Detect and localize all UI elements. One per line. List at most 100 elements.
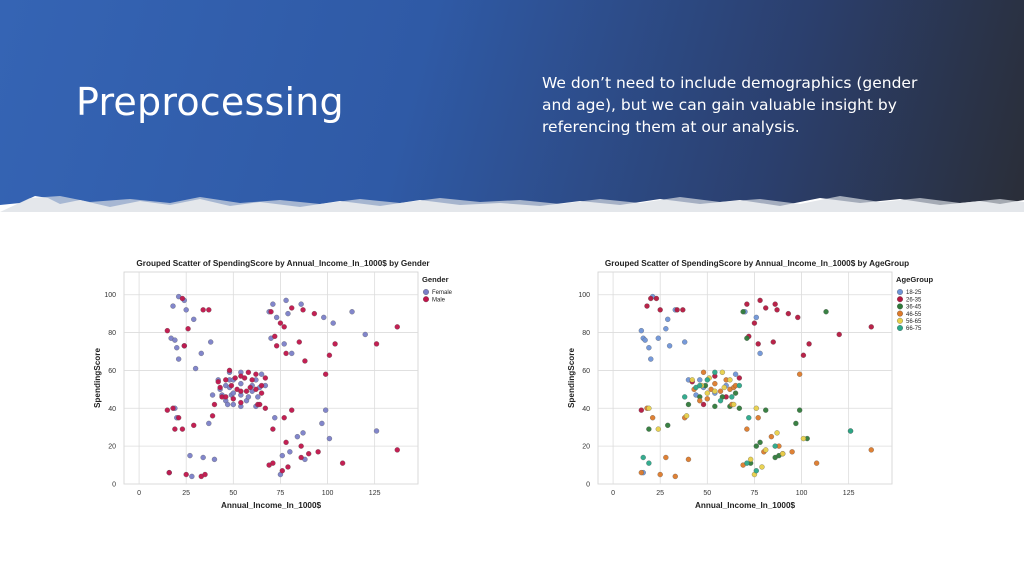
data-point	[281, 415, 287, 421]
data-point	[217, 384, 223, 391]
x-tick-label: 0	[611, 490, 615, 497]
data-point	[272, 333, 278, 340]
data-point	[238, 388, 244, 394]
data-point	[719, 369, 726, 375]
data-point	[772, 443, 778, 449]
legend-title: AgeGroup	[896, 275, 933, 284]
data-point	[740, 309, 746, 315]
x-axis-label: Annual_Income_In_1000$	[221, 501, 322, 510]
y-tick-label: 20	[582, 444, 590, 451]
data-point	[279, 468, 285, 474]
data-point	[349, 309, 355, 315]
data-point	[717, 398, 724, 404]
legend-marker	[897, 317, 903, 324]
data-point	[674, 307, 680, 313]
data-point	[319, 420, 325, 427]
data-point	[697, 382, 703, 389]
legend-label: 18-25	[906, 290, 922, 296]
data-point	[721, 384, 727, 391]
data-point	[211, 401, 218, 408]
data-point	[744, 460, 750, 466]
data-point	[174, 345, 180, 351]
data-point	[648, 295, 654, 302]
data-point	[323, 371, 329, 377]
data-point	[262, 375, 268, 381]
data-point	[727, 377, 733, 383]
data-point	[736, 382, 742, 389]
data-point	[268, 309, 274, 315]
data-point	[230, 401, 236, 408]
data-point	[289, 407, 295, 413]
data-point	[164, 328, 170, 334]
data-point	[223, 377, 229, 383]
data-point	[697, 377, 703, 383]
data-point	[294, 434, 301, 440]
data-point	[712, 381, 718, 387]
data-point	[257, 401, 263, 408]
data-point	[326, 352, 333, 358]
x-tick-label: 25	[182, 490, 190, 497]
data-point	[712, 369, 718, 375]
slide-title: Preprocessing	[76, 80, 344, 124]
data-point	[283, 439, 289, 446]
data-point	[689, 377, 695, 383]
data-point	[682, 394, 688, 400]
legend-label: 56-65	[906, 319, 922, 325]
data-point	[179, 295, 186, 302]
data-point	[189, 473, 195, 480]
data-point	[744, 335, 750, 341]
data-point	[806, 341, 812, 347]
data-point	[225, 401, 231, 408]
data-point	[296, 339, 302, 345]
data-point	[281, 324, 287, 330]
data-point	[223, 394, 229, 400]
data-point	[258, 371, 265, 377]
data-point	[763, 447, 769, 453]
data-point	[746, 415, 752, 421]
data-point	[793, 420, 799, 427]
data-point	[247, 384, 253, 391]
y-tick-label: 100	[104, 292, 116, 299]
data-point	[262, 405, 268, 411]
y-tick-label: 60	[582, 368, 590, 375]
data-point	[279, 452, 285, 459]
data-point	[685, 456, 692, 463]
data-point	[243, 388, 250, 394]
data-point	[646, 460, 652, 466]
data-point	[172, 426, 178, 432]
data-point	[238, 381, 244, 387]
data-point	[238, 399, 244, 406]
data-point	[172, 337, 178, 343]
data-point	[763, 305, 769, 311]
legend-marker	[897, 325, 903, 331]
data-point	[183, 307, 189, 313]
chart-title: Grouped Scatter of SpendingScore by Annu…	[605, 259, 909, 268]
legend-marker	[897, 296, 903, 303]
data-point	[753, 443, 759, 449]
data-point	[666, 343, 673, 349]
data-point	[638, 469, 644, 476]
data-point	[823, 309, 829, 315]
data-point	[685, 401, 692, 408]
data-point	[663, 454, 669, 461]
data-point	[164, 407, 170, 413]
data-point	[192, 365, 199, 372]
y-tick-label: 20	[108, 444, 116, 451]
data-point	[272, 415, 278, 421]
data-point	[241, 375, 248, 381]
y-axis-label: SpendingScore	[93, 348, 102, 408]
legend-label: 66-75	[906, 326, 922, 332]
data-point	[653, 295, 660, 302]
data-point	[202, 471, 208, 478]
data-point	[277, 320, 284, 326]
data-point	[640, 454, 646, 461]
data-point	[298, 443, 304, 449]
x-tick-label: 100	[322, 490, 334, 497]
data-point	[757, 350, 763, 357]
data-point	[868, 447, 874, 453]
data-point	[285, 464, 291, 470]
data-point	[253, 386, 259, 393]
data-point	[230, 390, 236, 396]
data-point	[704, 377, 710, 383]
data-point	[373, 341, 380, 347]
